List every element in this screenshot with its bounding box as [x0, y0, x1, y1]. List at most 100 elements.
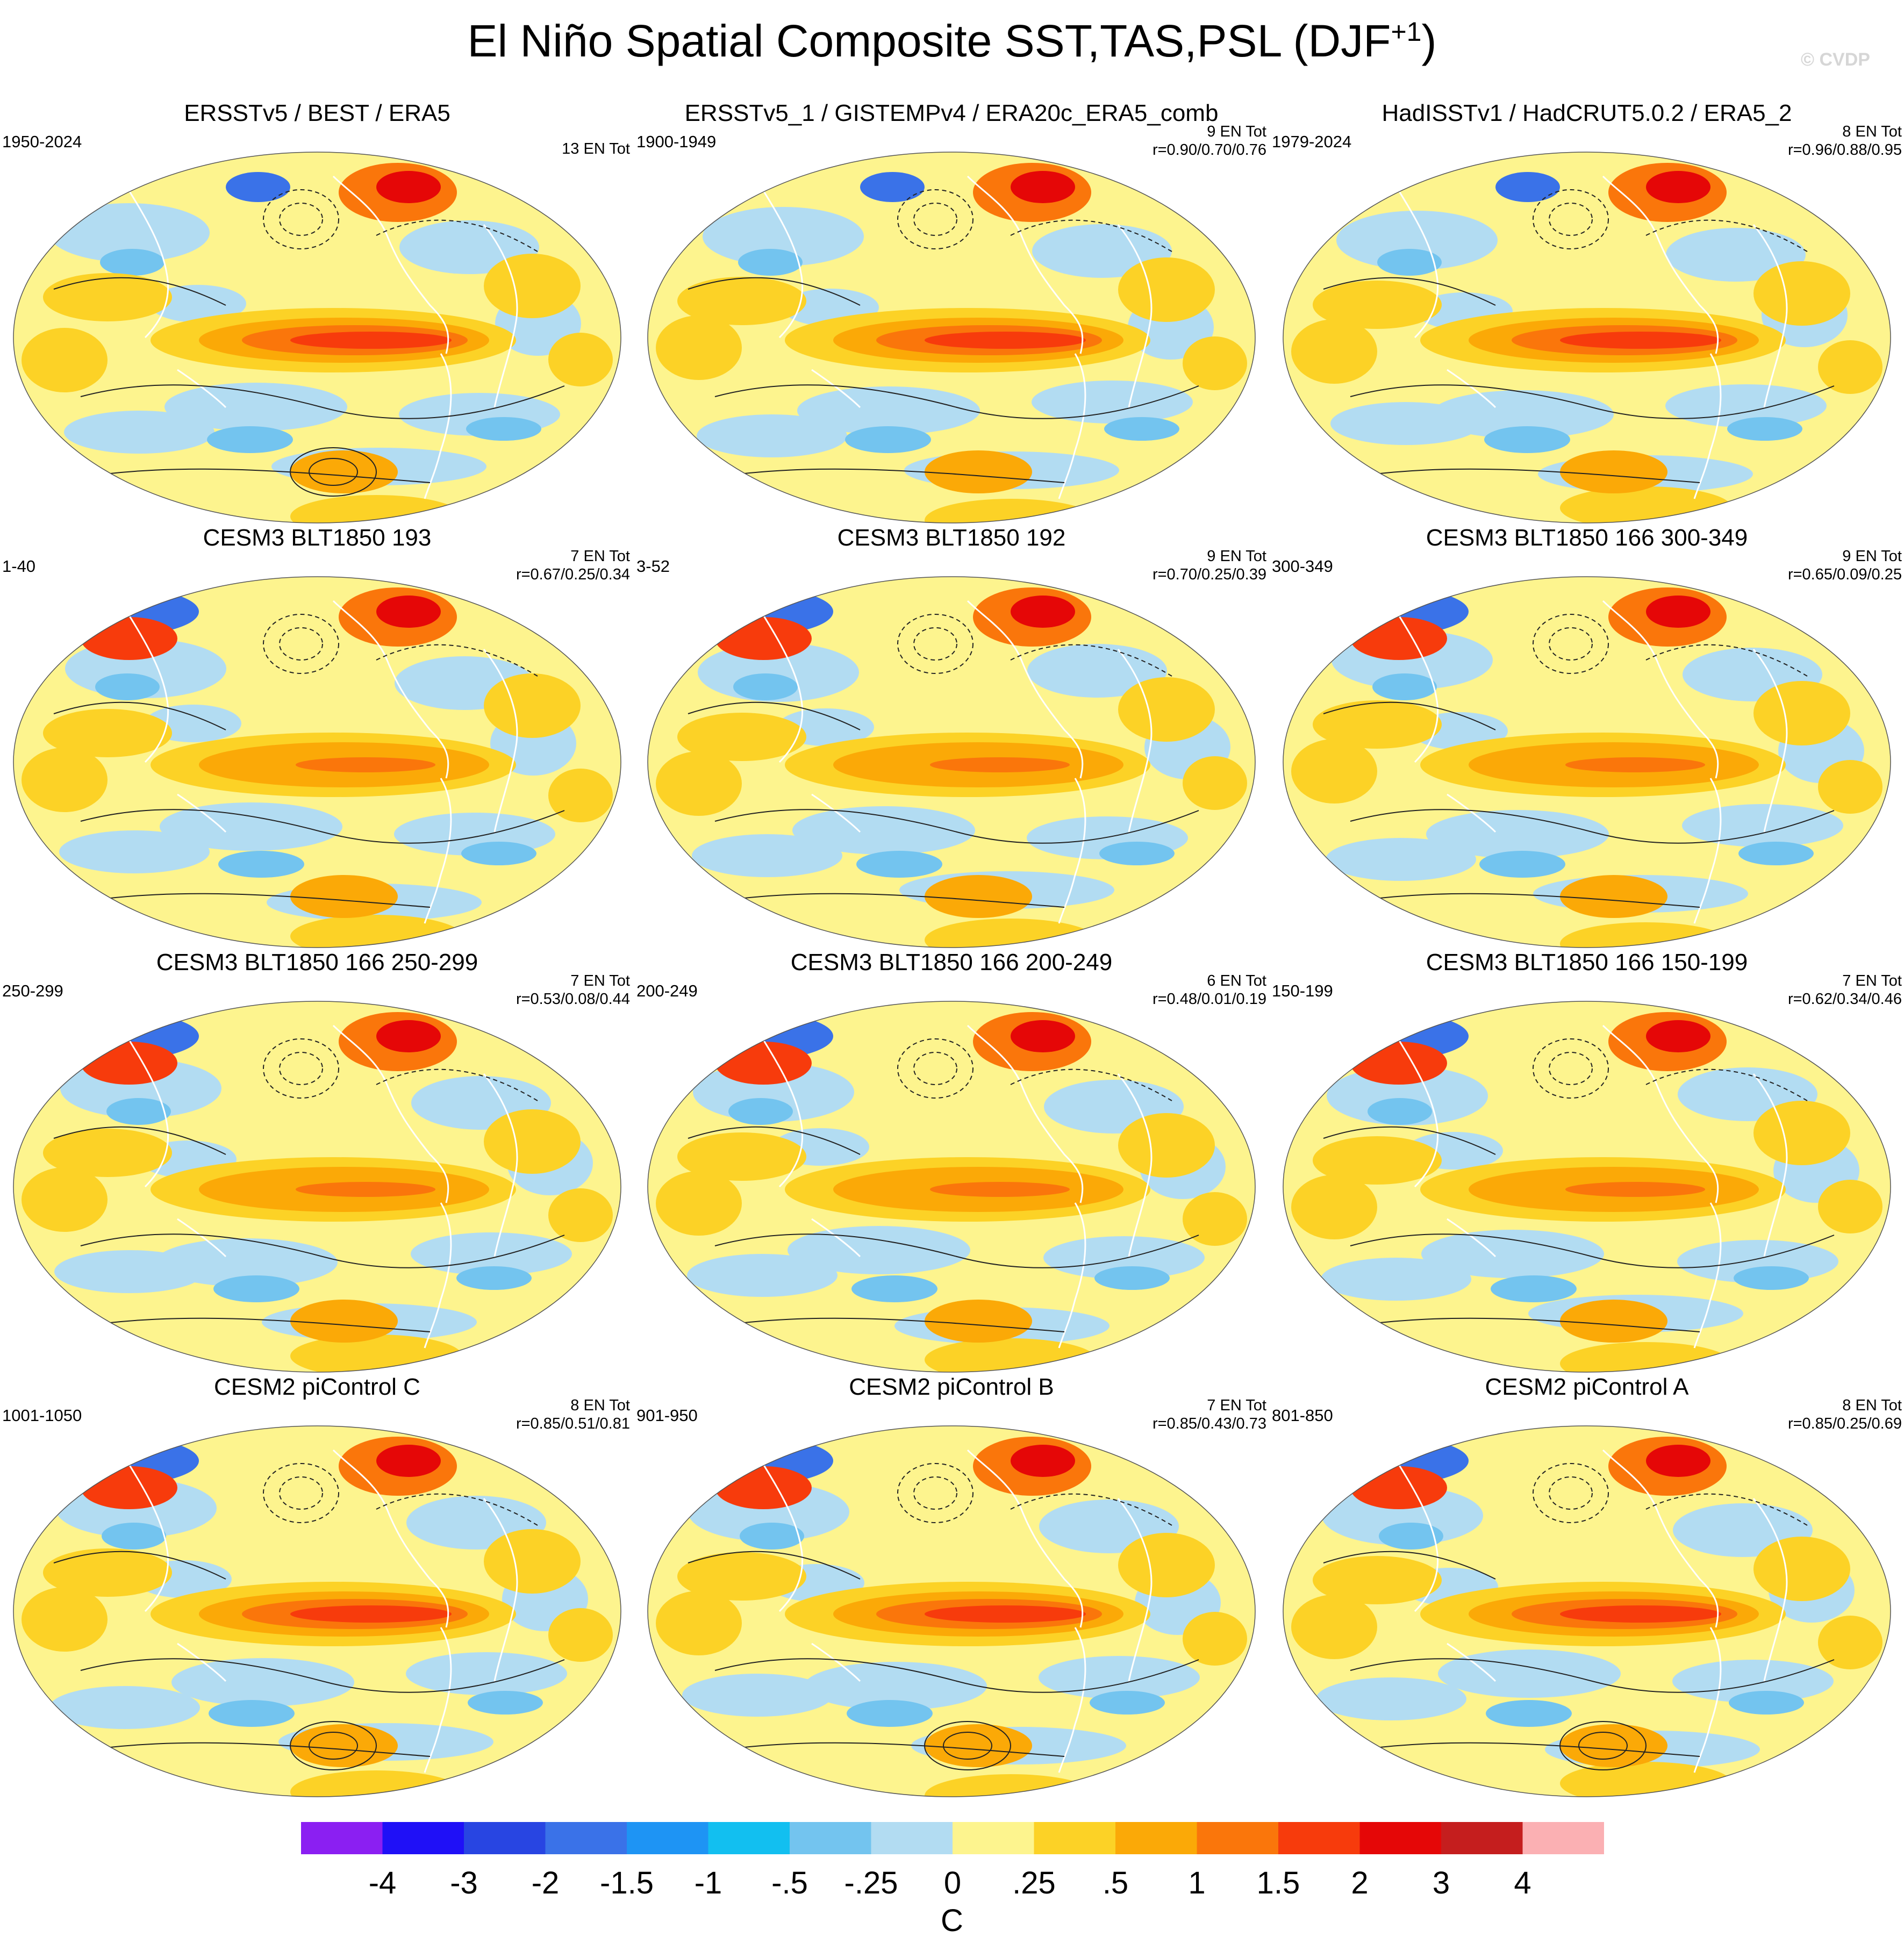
pattern-correlations: r=0.85/0.51/0.81	[516, 1415, 630, 1432]
warm-anomaly-patch	[1818, 1180, 1882, 1233]
coastline	[424, 1627, 452, 1773]
cold-anomaly-core	[1379, 1523, 1443, 1550]
coastline	[1447, 793, 1497, 833]
warm-anomaly-patch	[548, 1188, 613, 1242]
colorbar-tick-label: 2	[1351, 1866, 1369, 1900]
warm-anomaly-patch	[677, 277, 806, 325]
cold-anomaly-core	[845, 426, 931, 453]
nino-tongue-core	[1560, 332, 1721, 349]
cold-anomaly-patch	[64, 411, 214, 454]
ensemble-count: 8 EN Tot	[570, 1397, 630, 1414]
eurasia-warm	[715, 617, 812, 660]
coastline	[123, 1030, 169, 1188]
psl-contour	[1350, 809, 1835, 844]
warm-anomaly-patch	[484, 1529, 581, 1594]
psl-contour	[688, 1551, 861, 1580]
north-america-warm-core	[376, 1020, 441, 1052]
coastline	[1752, 224, 1788, 408]
cold-anomaly-patch	[406, 1652, 567, 1695]
map-border	[1283, 1425, 1891, 1797]
pattern-correlations: r=0.65/0.09/0.25	[1787, 566, 1902, 583]
map-panel: CESM3 BLT1850 192 3-52 9 EN Tot r=0.70/0.25…	[634, 525, 1269, 950]
pattern-correlations: r=0.85/0.43/0.73	[1152, 1415, 1266, 1432]
psl-contour	[1350, 1233, 1835, 1268]
cold-anomaly-core	[738, 249, 803, 276]
warm-anomaly-patch	[43, 709, 172, 757]
colorbar-tick-label: 4	[1514, 1866, 1531, 1900]
coastline	[332, 1024, 449, 1203]
warm-anomaly-patch	[548, 769, 613, 822]
cold-anomaly-patch	[792, 806, 975, 855]
panel-ensemble-info: 7 EN Tot r=0.53/0.08/0.44	[516, 972, 630, 1008]
north-america-warm-core	[376, 596, 441, 628]
colorbar-segment	[871, 1822, 953, 1854]
psl-contour	[1645, 644, 1808, 677]
coastline	[483, 224, 518, 408]
psl-contour	[1010, 644, 1172, 677]
warm-anomaly-patch	[22, 1167, 108, 1232]
psl-contour	[80, 1317, 431, 1332]
coastline	[1602, 1024, 1719, 1203]
coastline	[177, 369, 227, 408]
warm-anomaly-patch	[1118, 1113, 1215, 1178]
map-panel: CESM2 piControl B 901-950 7 EN Tot r=0.85/0…	[634, 1374, 1269, 1799]
global-map	[1283, 152, 1891, 523]
warm-anomaly-patch	[290, 495, 462, 523]
coastline	[1058, 1202, 1086, 1348]
psl-high-contour	[290, 1721, 377, 1770]
warm-anomaly-patch	[656, 315, 742, 380]
panel-years: 901-950	[636, 1406, 698, 1425]
psl-contour	[1323, 1551, 1496, 1580]
global-map	[647, 1425, 1256, 1797]
map-panel: CESM3 BLT1850 193 1-40 7 EN Tot r=0.67/0.25…	[0, 525, 634, 950]
colorbar-tick-label: 3	[1432, 1866, 1450, 1900]
cold-anomaly-patch	[703, 207, 864, 266]
main-title: El Niño Spatial Composite SST,TAS,PSL (D…	[0, 15, 1904, 67]
panel-title: CESM3 BLT1850 166 200-249	[790, 949, 1113, 975]
psl-low-contour	[897, 189, 974, 249]
colorbar-tick-label: -.5	[771, 1866, 808, 1900]
ensemble-count: 8 EN Tot	[1842, 1397, 1902, 1414]
eurasia-warm	[715, 1042, 812, 1085]
map-panel: CESM2 piControl C 1001-1050 8 EN Tot r=0.85…	[0, 1374, 634, 1799]
colorbar-segment	[545, 1822, 627, 1854]
warm-anomaly-patch	[22, 748, 108, 812]
coastline	[424, 353, 452, 499]
coastline	[757, 606, 804, 763]
warm-anomaly-patch	[22, 328, 108, 392]
panel-ensemble-info: 8 EN Tot r=0.85/0.51/0.81	[516, 1396, 630, 1433]
warm-anomaly-patch	[1118, 1533, 1215, 1597]
panel-title: ERSSTv5 / BEST / ERA5	[184, 100, 450, 126]
coastline	[332, 1449, 449, 1628]
map-border	[647, 1425, 1256, 1797]
nino-tongue-inner	[930, 757, 1070, 772]
cold-anomaly-patch	[171, 1658, 354, 1706]
ensemble-count: 9 EN Tot	[1207, 548, 1266, 565]
eurasia-warm	[715, 1466, 812, 1509]
panel-ensemble-info: 13 EN Tot	[562, 140, 630, 158]
colorbar-segment	[1197, 1822, 1278, 1854]
psl-contour	[688, 701, 861, 730]
north-america-warm-core	[1011, 596, 1075, 628]
coastline	[1117, 224, 1153, 408]
cold-anomaly-patch	[692, 834, 842, 877]
cold-anomaly-patch	[682, 1674, 833, 1717]
north-america-warm-core	[1011, 171, 1075, 203]
coastline	[967, 175, 1084, 354]
colorbar-segment	[627, 1822, 708, 1854]
colorbar-tick-label: 1.5	[1256, 1866, 1300, 1900]
psl-low-contour	[897, 1463, 974, 1523]
panel-title: CESM3 BLT1850 166 150-199	[1426, 949, 1748, 975]
panel-years: 3-52	[636, 557, 670, 576]
cold-anomaly-patch	[1682, 804, 1843, 847]
psl-contour	[1645, 219, 1808, 252]
psl-contour	[1010, 1493, 1172, 1526]
psl-high-contour	[1559, 1721, 1647, 1770]
nino-tongue-inner	[1565, 1182, 1705, 1197]
warm-anomaly-patch	[656, 751, 742, 816]
warm-anomaly-patch	[1183, 1192, 1247, 1246]
ensemble-count: 9 EN Tot	[1207, 123, 1266, 140]
psl-contour	[688, 277, 861, 306]
coastline	[1693, 1627, 1722, 1773]
warm-anomaly-patch	[1818, 340, 1882, 394]
